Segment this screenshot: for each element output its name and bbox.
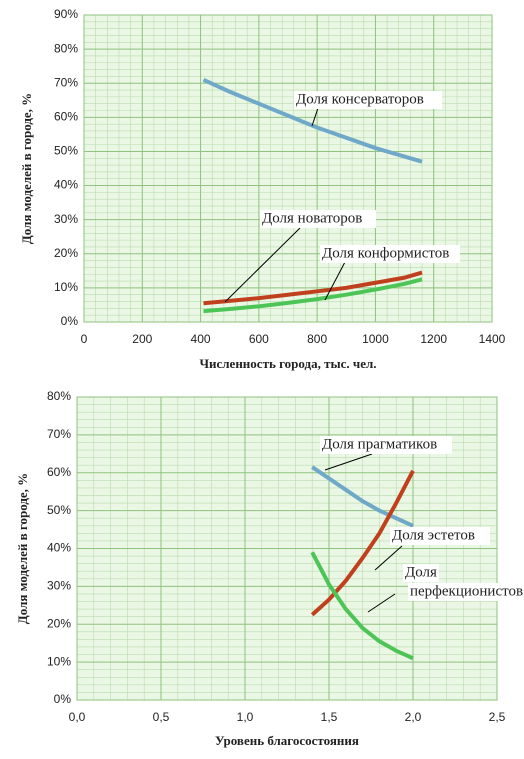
line-series: [203, 277, 423, 314]
x-tick-label: 800: [307, 332, 327, 346]
y-tick-label: 30%: [47, 579, 71, 593]
y-tick-label: 40%: [47, 541, 71, 555]
leader-line: [311, 107, 319, 127]
y-tick-label: 90%: [54, 7, 78, 21]
y-tick-label: 80%: [54, 41, 78, 55]
line-series: [311, 465, 414, 528]
x-tick-label: 1,0: [237, 710, 254, 724]
y-tick-label: 20%: [54, 246, 78, 260]
series-label: Доля новаторов: [262, 210, 362, 226]
x-tick-label: 400: [191, 332, 211, 346]
leader-line: [224, 227, 301, 303]
plot-area: [83, 14, 493, 323]
y-tick-label: 30%: [54, 212, 78, 226]
y-axis-title: Доля моделей в городе, %: [19, 93, 34, 244]
x-axis-title: Численность города, тыс. чел.: [199, 356, 376, 371]
x-tick-label: 1000: [362, 332, 389, 346]
x-tick-label: 200: [132, 332, 152, 346]
line-series: [202, 77, 423, 164]
label-bg: [403, 564, 439, 582]
series-label: Доля: [405, 564, 437, 580]
series-label: Доля прагматиков: [322, 436, 437, 452]
label-bg: [260, 210, 376, 228]
y-tick-label: 10%: [47, 654, 71, 668]
line-series: [310, 469, 415, 617]
leader-line: [324, 261, 346, 301]
x-tick-label: 2,5: [489, 710, 506, 724]
y-tick-label: 70%: [54, 75, 78, 89]
y-axis-title: Доля моделей в городе, %: [15, 473, 30, 624]
x-tick-label: 1200: [420, 332, 447, 346]
x-tick-label: 0,5: [153, 710, 170, 724]
y-tick-label: 60%: [54, 110, 78, 124]
y-tick-label: 50%: [47, 503, 71, 517]
leader-line: [367, 593, 396, 613]
y-tick-label: 0%: [54, 692, 72, 706]
x-tick-label: 0: [81, 332, 88, 346]
line-series: [310, 551, 414, 661]
y-tick-label: 0%: [61, 314, 79, 328]
series-label: перфекционистов: [410, 583, 523, 599]
x-tick-label: 600: [249, 332, 269, 346]
y-tick-label: 70%: [47, 427, 71, 441]
label-bg: [390, 527, 490, 545]
y-tick-label: 50%: [54, 144, 78, 158]
label-bg: [320, 245, 460, 263]
y-tick-label: 10%: [54, 280, 78, 294]
y-tick-label: 20%: [47, 616, 71, 630]
label-bg: [294, 91, 442, 109]
label-bg: [320, 436, 452, 454]
y-tick-label: 60%: [47, 465, 71, 479]
line-series: [203, 270, 423, 306]
y-tick-label: 80%: [47, 389, 71, 403]
series-label: Доля конформистов: [322, 245, 449, 261]
leader-line: [374, 545, 403, 571]
x-axis-title: Уровень благосостояния: [215, 733, 359, 748]
x-tick-label: 0,0: [69, 710, 86, 724]
leader-line: [324, 453, 373, 471]
y-tick-label: 40%: [54, 178, 78, 192]
x-tick-label: 1,5: [321, 710, 338, 724]
label-bg: [408, 583, 524, 601]
series-label: Доля эстетов: [392, 527, 475, 543]
x-tick-label: 1400: [479, 332, 506, 346]
series-label: Доля консерваторов: [296, 91, 424, 107]
x-tick-label: 2,0: [405, 710, 422, 724]
